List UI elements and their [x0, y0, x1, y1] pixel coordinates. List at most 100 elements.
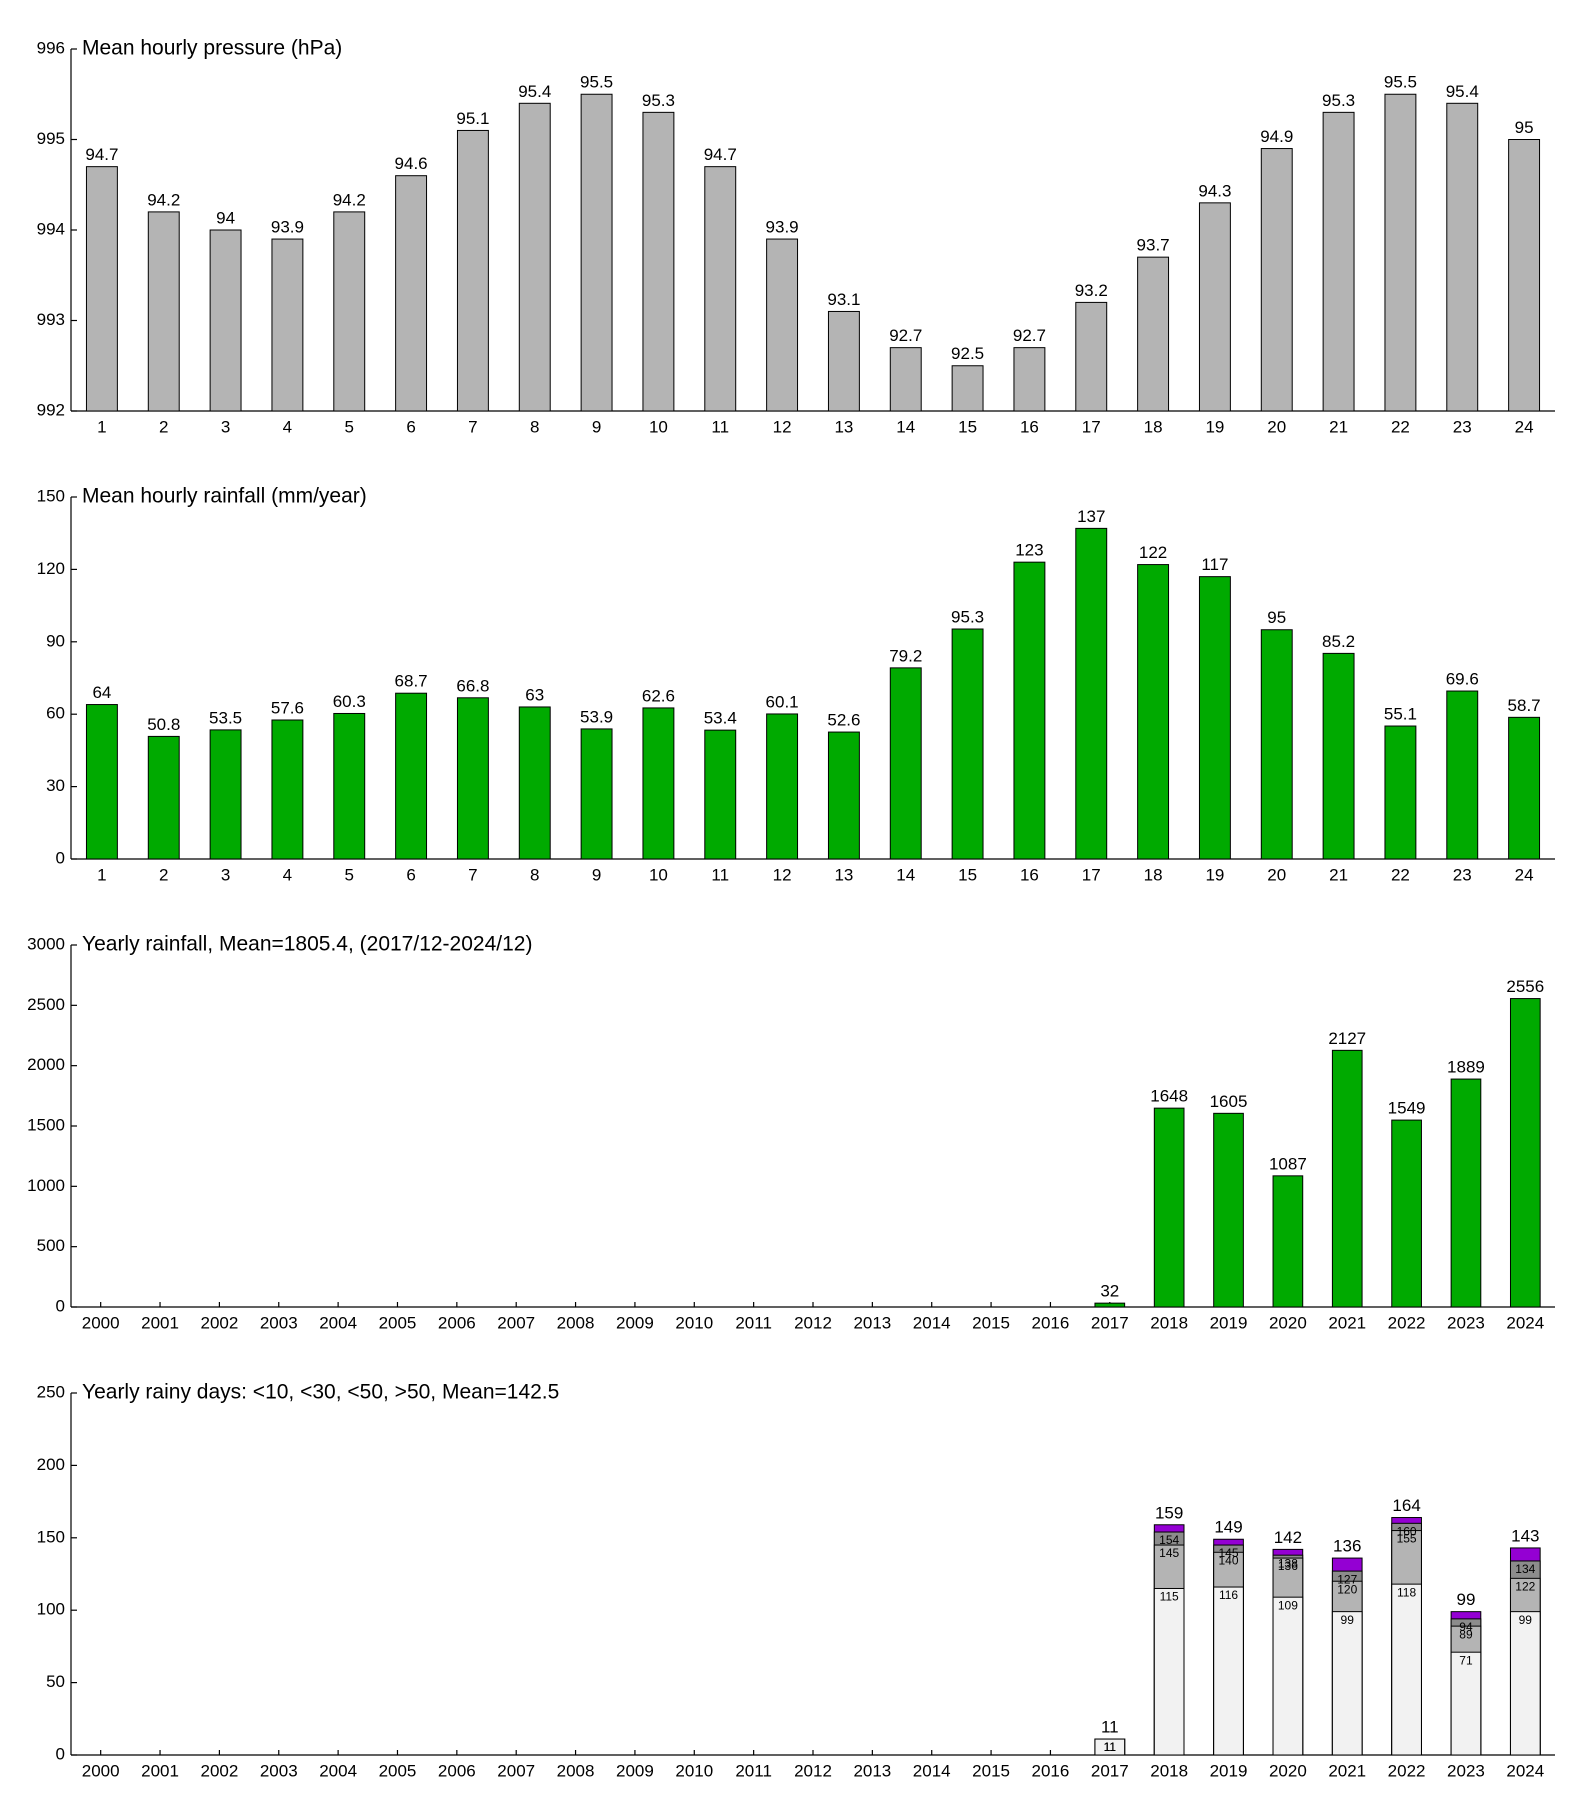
- value-label: 92.7: [1013, 326, 1046, 345]
- bar: [766, 713, 799, 860]
- y-tick-label: 60: [46, 704, 65, 723]
- x-tick-label: 2024: [1506, 1761, 1544, 1780]
- y-tick-label: 1000: [27, 1176, 65, 1195]
- x-tick-label: 18: [1144, 417, 1163, 436]
- segment-label: 71: [1459, 1653, 1473, 1667]
- segment-label: 145: [1219, 1546, 1239, 1560]
- segment-label: 160: [1397, 1524, 1417, 1538]
- y-tick-label: 0: [56, 1296, 65, 1315]
- x-tick-label: 20: [1267, 417, 1286, 436]
- bar: [1391, 1119, 1422, 1308]
- x-tick-label: 9: [592, 417, 601, 436]
- y-tick-label: 995: [37, 129, 65, 148]
- value-label: 93.2: [1075, 281, 1108, 300]
- bar: [1013, 561, 1046, 860]
- segment-label: 99: [1519, 1613, 1533, 1627]
- value-label: 60.1: [766, 692, 799, 711]
- bar-segment: [1272, 1596, 1304, 1756]
- bar: [271, 719, 304, 860]
- y-tick-label: 2000: [27, 1055, 65, 1074]
- x-tick-label: 24: [1515, 865, 1534, 884]
- y-tick-label: 994: [37, 219, 65, 238]
- value-label: 136: [1333, 1537, 1361, 1556]
- bar: [1446, 102, 1479, 412]
- segment-label: 115: [1160, 1590, 1179, 1604]
- value-label: 79.2: [889, 646, 922, 665]
- segment-label: 140: [1219, 1553, 1239, 1567]
- x-tick-label: 2021: [1328, 1313, 1366, 1332]
- value-label: 50.8: [147, 715, 180, 734]
- bar: [1013, 347, 1046, 412]
- x-tick-label: 2006: [438, 1761, 476, 1780]
- y-tick-label: 2500: [27, 995, 65, 1014]
- value-label: 2127: [1328, 1029, 1366, 1048]
- value-label: 63: [525, 685, 544, 704]
- bar: [1213, 1112, 1244, 1308]
- bar: [1137, 256, 1170, 412]
- value-label: 66.8: [456, 676, 489, 695]
- x-tick-label: 20: [1267, 865, 1286, 884]
- segment-label: 11: [1104, 1740, 1117, 1754]
- x-tick-label: 2008: [557, 1761, 595, 1780]
- x-tick-label: 2021: [1328, 1761, 1366, 1780]
- value-label: 69.6: [1446, 670, 1479, 689]
- x-tick-label: 2013: [853, 1313, 891, 1332]
- value-label: 99: [1456, 1590, 1475, 1609]
- bar: [1509, 998, 1541, 1308]
- y-tick-label: 90: [46, 631, 65, 650]
- value-label: 159: [1155, 1503, 1183, 1522]
- x-tick-label: 2009: [616, 1761, 654, 1780]
- x-tick-label: 5: [345, 865, 354, 884]
- x-tick-label: 7: [468, 865, 477, 884]
- y-tick-label: 1500: [27, 1115, 65, 1134]
- x-tick-label: 2000: [82, 1313, 120, 1332]
- value-label: 92.7: [889, 326, 922, 345]
- value-label: 32: [1100, 1282, 1119, 1301]
- x-tick-label: 10: [649, 417, 668, 436]
- value-label: 64: [92, 683, 111, 702]
- value-label: 95.5: [1384, 73, 1417, 92]
- value-label: 93.9: [271, 218, 304, 237]
- bar-segment: [1450, 1651, 1482, 1756]
- bar: [1384, 93, 1417, 412]
- x-tick-label: 12: [773, 865, 792, 884]
- segment-label: 116: [1219, 1588, 1238, 1602]
- bar: [1384, 725, 1417, 860]
- x-tick-label: 1: [97, 417, 106, 436]
- segment-label: 118: [1397, 1585, 1416, 1599]
- x-tick-label: 2022: [1388, 1761, 1426, 1780]
- x-tick-label: 2007: [497, 1761, 535, 1780]
- bar: [580, 728, 613, 860]
- x-tick-label: 13: [834, 417, 853, 436]
- bar: [147, 211, 180, 412]
- value-label: 94.7: [704, 145, 737, 164]
- bar-segment: [1094, 1738, 1126, 1756]
- x-tick-label: 19: [1205, 865, 1224, 884]
- value-label: 94: [216, 208, 235, 227]
- bar: [889, 347, 922, 412]
- x-tick-label: 14: [896, 865, 915, 884]
- x-tick-label: 4: [283, 417, 292, 436]
- x-tick-label: 2008: [557, 1313, 595, 1332]
- bar: [642, 111, 675, 412]
- x-tick-label: 22: [1391, 865, 1410, 884]
- value-label: 53.4: [704, 709, 737, 728]
- value-label: 1087: [1269, 1154, 1307, 1173]
- x-tick-label: 17: [1082, 865, 1101, 884]
- bar: [518, 706, 551, 860]
- bar-segment: [1331, 1611, 1363, 1756]
- y-tick-label: 993: [37, 310, 65, 329]
- x-tick-label: 2015: [972, 1313, 1010, 1332]
- x-tick-label: 23: [1453, 865, 1472, 884]
- x-tick-label: 5: [345, 417, 354, 436]
- bar: [951, 628, 984, 860]
- x-tick-label: 2002: [200, 1313, 238, 1332]
- bar-segment: [1153, 1587, 1185, 1756]
- segment-label: 138: [1278, 1556, 1298, 1570]
- x-tick-label: 21: [1329, 417, 1348, 436]
- x-tick-label: 10: [649, 865, 668, 884]
- value-label: 94.7: [85, 145, 118, 164]
- x-tick-label: 2020: [1269, 1313, 1307, 1332]
- x-tick-label: 2001: [141, 1313, 179, 1332]
